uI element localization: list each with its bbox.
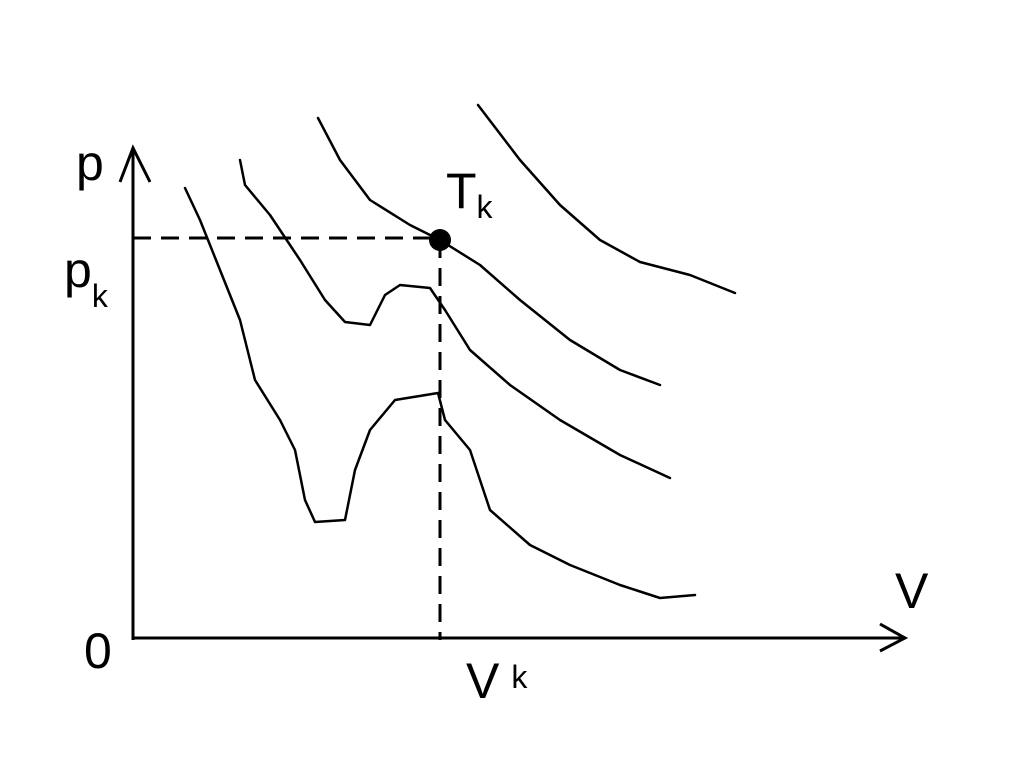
critical-point-label: Tk bbox=[446, 163, 494, 225]
y-axis-label: p bbox=[76, 135, 104, 191]
label-base: V bbox=[466, 653, 500, 709]
isotherm bbox=[238, 158, 672, 480]
critical-isotherm bbox=[316, 116, 662, 387]
origin-label: 0 bbox=[84, 623, 112, 679]
label-base: T bbox=[446, 163, 477, 219]
isotherm bbox=[183, 186, 697, 600]
critical-point bbox=[429, 229, 451, 251]
y-axis bbox=[118, 144, 152, 640]
isotherm bbox=[476, 103, 737, 295]
x-axis bbox=[133, 622, 909, 653]
label-sub: k bbox=[477, 189, 494, 225]
label-sub: k bbox=[511, 659, 528, 695]
critical-pressure-label: pk bbox=[64, 242, 109, 314]
x-axis-label: V bbox=[895, 563, 929, 619]
label-sub: k bbox=[92, 278, 109, 314]
label-base: p bbox=[64, 242, 92, 298]
